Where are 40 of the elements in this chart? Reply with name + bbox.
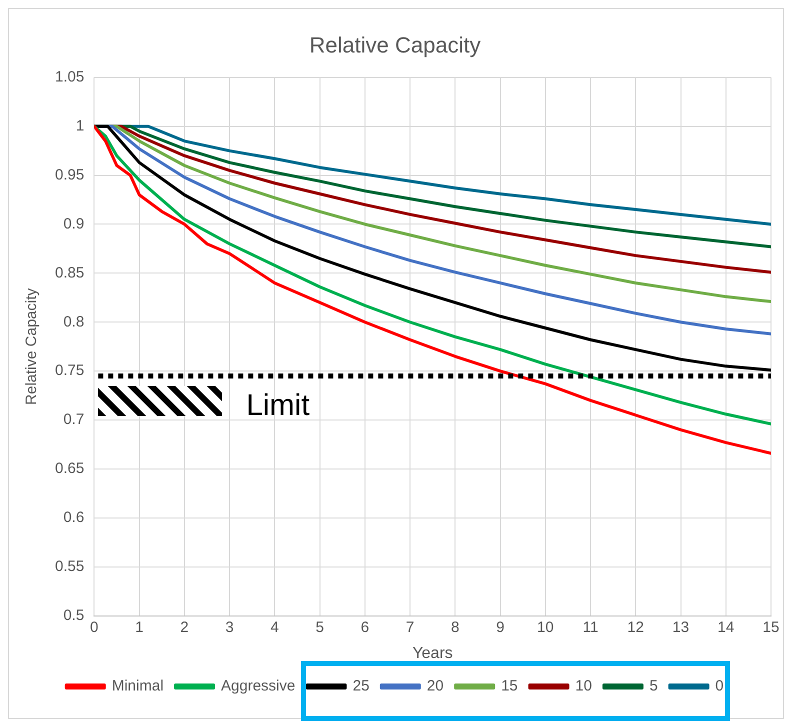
y-tick-label: 0.95 (54, 166, 84, 184)
x-tick-label: 15 (762, 618, 780, 636)
x-tick-label: 11 (582, 618, 598, 636)
y-tick-label: 0.5 (63, 606, 84, 624)
x-axis-title: Years (412, 644, 453, 662)
y-tick-label: 0.9 (63, 215, 84, 232)
legend-label: Limit (246, 389, 310, 422)
legend-label: 10 (575, 678, 592, 695)
x-tick-label: 1 (135, 618, 144, 636)
x-tick-label: 2 (180, 618, 189, 636)
legend-label: 20 (426, 678, 444, 695)
legend-label: Aggressive (221, 678, 296, 695)
y-tick-label: 0.8 (63, 313, 84, 330)
legend-label: 5 (649, 678, 658, 695)
y-tick-label: 0.65 (54, 460, 84, 478)
x-tick-label: 13 (672, 618, 690, 636)
legend-label: 25 (352, 678, 370, 695)
y-tick-label: 0.7 (63, 411, 84, 428)
legend-label: Minimal (112, 678, 164, 695)
legend-label: 15 (501, 678, 518, 695)
y-tick-label: 0.6 (63, 509, 84, 526)
x-tick-label: 10 (537, 618, 554, 636)
x-tick-label: 9 (496, 618, 504, 636)
x-tick-label: 0 (90, 618, 98, 636)
y-tick-label: 0.55 (54, 558, 84, 575)
x-tick-label: 5 (316, 618, 324, 636)
y-tick-label: 0.75 (54, 362, 84, 380)
x-tick-label: 12 (627, 618, 644, 636)
x-tick-label: 4 (270, 618, 279, 636)
x-tick-label: 6 (360, 618, 370, 636)
x-tick-label: 3 (225, 618, 234, 636)
y-tick-label: 1 (76, 117, 84, 134)
x-tick-label: 7 (406, 618, 414, 636)
legend-label: 0 (715, 678, 724, 695)
y-axis-title: Relative Capacity (23, 288, 40, 405)
x-tick-label: 8 (450, 618, 460, 636)
y-tick-label: 1.05 (54, 68, 84, 86)
x-tick-label: 14 (718, 618, 734, 636)
y-tick-label: 0.85 (54, 264, 84, 282)
chart-title: Relative Capacity (309, 32, 481, 58)
